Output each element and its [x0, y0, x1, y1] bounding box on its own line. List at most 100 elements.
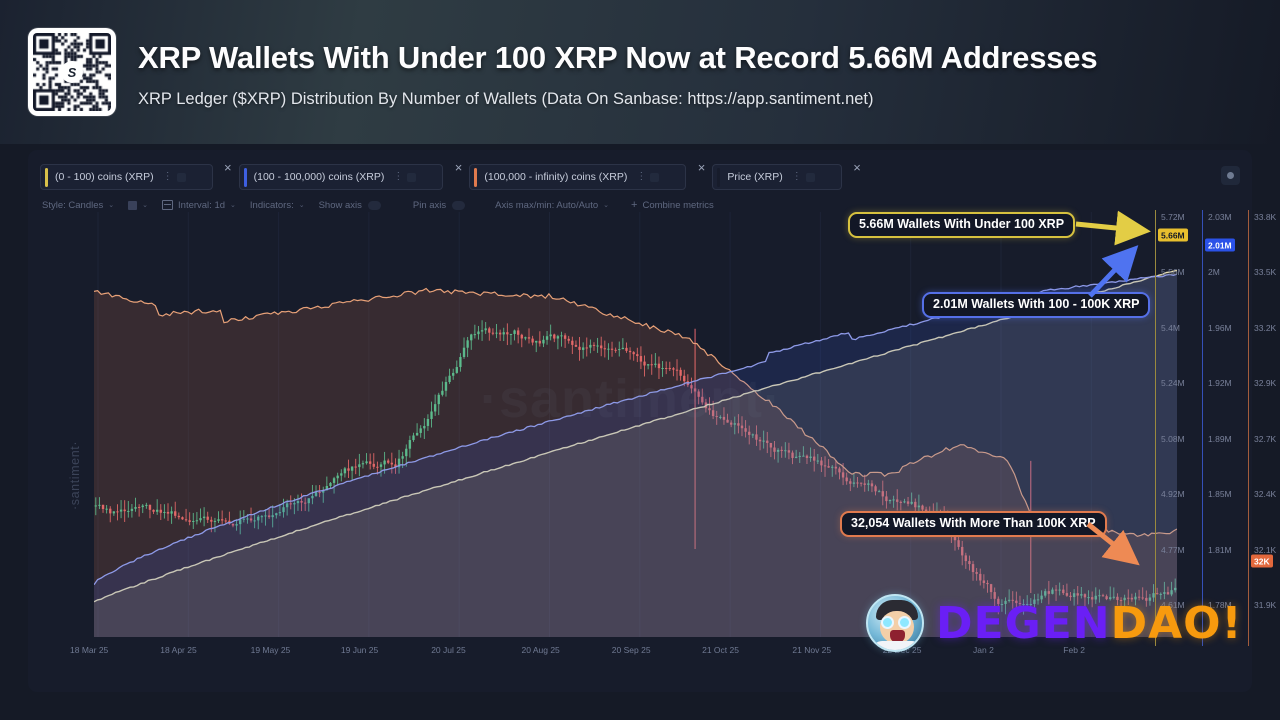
y-axis-wallets-100-100k[interactable]: 2.03M 2M 1.96M 1.92M 1.89M 1.85M 1.81M 1.78M 2.0… — [1202, 205, 1248, 650]
axis-tick-label: 4.92M — [1161, 489, 1185, 500]
metric-tab-label: (0 - 100) coins (XRP) — [55, 171, 154, 183]
santiment-watermark-vertical: ·santiment· — [68, 440, 82, 510]
axis-current-value-badge: 2.01M — [1205, 238, 1235, 252]
axis-tick-label: 1.81M — [1208, 544, 1232, 555]
toggle-icon[interactable] — [452, 200, 466, 210]
axis-tick-label: 4.61M — [1161, 600, 1185, 610]
pin-axis-toggle[interactable]: Pin axis — [412, 199, 466, 211]
axis-tick-label: 5.24M — [1161, 378, 1185, 389]
qr-code: S — [28, 28, 116, 116]
toggle-icon[interactable] — [367, 200, 381, 210]
style-selector[interactable]: Style: Candles ⌄ — [42, 200, 114, 211]
page-title: XRP Wallets With Under 100 XRP Now at Re… — [138, 39, 1098, 75]
axis-tick-label: 32.9K — [1254, 378, 1277, 389]
axis-tick-label: 5.4M — [1161, 322, 1180, 333]
metric-menu-icon[interactable]: ⋮ — [162, 171, 173, 182]
annotation-100-to-100k-xrp: 2.01M Wallets With 100 - 100K XRP — [922, 292, 1151, 318]
axis-line — [1248, 210, 1249, 646]
axis-tick-label: 5.56M — [1161, 267, 1185, 278]
metric-visibility-icon[interactable] — [407, 172, 417, 182]
axis-tick-label: 5.08M — [1161, 433, 1185, 444]
color-swatch-icon — [128, 200, 138, 210]
qr-center-logo: S — [61, 61, 83, 83]
chevron-down-icon: ⌄ — [108, 202, 115, 209]
x-axis-tick-label: 20 Jul 25 — [431, 645, 466, 655]
pin-axis-label: Pin axis — [412, 199, 447, 211]
metric-menu-icon[interactable]: ⋮ — [636, 171, 647, 182]
show-axis-toggle[interactable]: Show axis — [319, 200, 381, 211]
combine-metrics-button[interactable]: + Combine metrics — [631, 199, 714, 211]
degendao-avatar — [866, 594, 924, 652]
axis-tick-label: 32.4K — [1254, 489, 1277, 500]
metric-tab-label: Price (XRP) — [727, 171, 783, 183]
metric-color-swatch — [474, 167, 478, 187]
chevron-down-icon: ⌄ — [603, 202, 610, 209]
y-axis-wallets-0-100[interactable]: 5.72M 5.56M 5.4M 5.24M 5.08M 4.92M 4.77M 4.61M 5… — [1155, 205, 1201, 650]
x-axis-tick-label: Jan 2 — [973, 645, 994, 655]
metric-visibility-icon[interactable] — [805, 172, 815, 182]
metric-visibility-icon[interactable] — [650, 172, 660, 182]
chart-plot-area[interactable] — [94, 212, 1177, 637]
annotation-text: 32,054 Wallets With More Than 100K XRP — [851, 516, 1096, 530]
annotation-text: 2.01M Wallets With 100 - 100K XRP — [933, 297, 1140, 311]
axis-tick-label: 32.7K — [1254, 433, 1277, 444]
close-icon[interactable]: × — [454, 160, 463, 175]
metric-tab-1[interactable]: (100 - 100,000) coins (XRP) ⋮ × — [238, 161, 462, 190]
axis-tick-label: 1.89M — [1208, 433, 1232, 444]
degendao-text-part1: DEGEN — [936, 597, 1111, 649]
x-axis-tick-label: 18 Apr 25 — [160, 645, 197, 655]
show-axis-label: Show axis — [318, 199, 362, 211]
annotation-over-100k-xrp: 32,054 Wallets With More Than 100K XRP — [840, 511, 1107, 537]
x-axis-tick-label: 20 Aug 25 — [521, 645, 560, 655]
y-axis-wallets-over-100k[interactable]: 33.8K 33.5K 33.2K 32.9K 32.7K 32.4K 32.1K 31.9K… — [1248, 205, 1280, 650]
metric-menu-icon[interactable]: ⋮ — [791, 171, 802, 182]
chevron-down-icon: ⌄ — [298, 202, 305, 209]
axis-minmax-label: Axis max/min: Auto/Auto — [495, 199, 599, 211]
header-titles: XRP Wallets With Under 100 XRP Now at Re… — [138, 36, 1098, 109]
metric-tabs: (0 - 100) coins (XRP) ⋮ × (100 - 100,000… — [40, 161, 868, 190]
chevron-down-icon: ⌄ — [230, 202, 236, 209]
axis-tick-label: 33.8K — [1254, 212, 1277, 222]
axis-current-value-badge: 5.66M — [1158, 228, 1188, 242]
axis-tick-label: 1.85M — [1208, 489, 1232, 500]
x-axis-tick-label: 19 May 25 — [250, 645, 291, 655]
gear-icon[interactable] — [1221, 166, 1240, 185]
degendao-watermark: DEGENDAO! — [866, 592, 1243, 654]
x-axis-tick-label: 21 Nov 25 — [792, 645, 832, 655]
x-axis-tick-label: 18 Mar 25 — [70, 645, 109, 655]
x-axis-tick-label: 19 Jun 25 — [340, 645, 379, 655]
metric-tab-0[interactable]: (0 - 100) coins (XRP) ⋮ × — [40, 161, 232, 190]
metric-visibility-icon[interactable] — [176, 172, 186, 182]
calendar-icon — [162, 200, 174, 210]
x-axis-tick-label: Feb 2 — [1063, 645, 1086, 655]
metric-color-swatch — [45, 167, 48, 187]
axis-tick-label: 1.78M — [1208, 600, 1232, 610]
interval-selector[interactable]: Interval: 1d ⌄ — [162, 200, 236, 211]
metric-menu-icon[interactable]: ⋮ — [393, 171, 404, 182]
x-axis-tick-label: 20 Sep 25 — [611, 645, 651, 655]
axis-tick-label: 33.2K — [1254, 322, 1277, 333]
interval-label: Interval: 1d — [178, 199, 226, 211]
degendao-text-part2: DAO! — [1110, 597, 1243, 649]
chart-toolbar: Style: Candles ⌄ ⌄ Interval: 1d ⌄ Indica… — [42, 197, 728, 213]
plus-icon: + — [631, 199, 638, 211]
indicators-selector[interactable]: Indicators: ⌄ — [250, 200, 305, 211]
axis-current-value-badge: 32K — [1251, 554, 1273, 568]
metric-tab-label: (100 - 100,000) coins (XRP) — [253, 171, 385, 183]
axis-minmax-selector[interactable]: Axis max/min: Auto/Auto ⌄ — [495, 200, 609, 211]
chart-svg — [94, 212, 1177, 637]
close-icon[interactable]: × — [853, 160, 861, 175]
combine-metrics-label: Combine metrics — [642, 199, 714, 211]
metric-tab-2[interactable]: (100,000 - infinity) coins (XRP) ⋮ × — [469, 161, 705, 190]
color-selector[interactable]: ⌄ — [128, 200, 148, 210]
metric-tab-3[interactable]: Price (XRP) ⋮ × — [712, 161, 861, 190]
indicators-label: Indicators: — [249, 199, 294, 211]
close-icon[interactable]: × — [697, 160, 706, 175]
header-banner: S XRP Wallets With Under 100 XRP Now at … — [0, 0, 1280, 144]
axis-tick-label: 1.96M — [1208, 322, 1232, 333]
degendao-logo-text: DEGENDAO! — [936, 598, 1243, 649]
close-icon[interactable]: × — [224, 160, 232, 175]
x-axis-tick-label: 21 Oct 25 — [702, 645, 739, 655]
axis-tick-label: 2M — [1208, 267, 1220, 278]
axis-line — [1155, 210, 1156, 646]
